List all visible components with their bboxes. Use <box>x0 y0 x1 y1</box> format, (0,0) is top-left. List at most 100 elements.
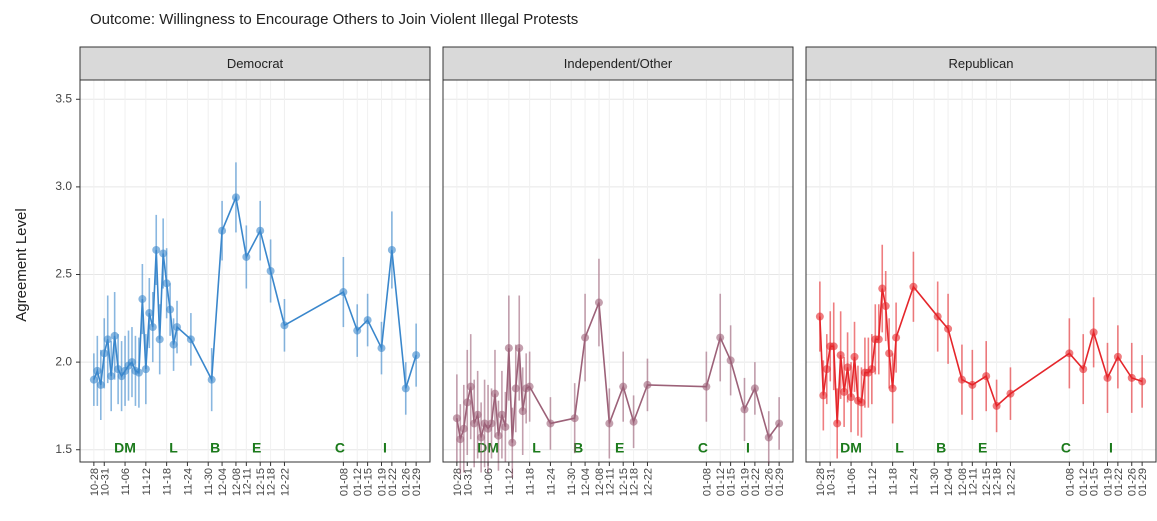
point <box>847 393 856 402</box>
x-tick-label: 01-15 <box>1089 468 1101 496</box>
x-tick-label: 01-22 <box>387 468 399 496</box>
x-tick-label: 12-15 <box>981 468 993 496</box>
point <box>490 389 499 398</box>
point <box>594 298 603 307</box>
point <box>387 245 396 254</box>
point <box>619 382 628 391</box>
point <box>1079 365 1088 374</box>
point <box>100 349 109 358</box>
event-label: DM <box>114 440 136 456</box>
series-line <box>819 285 1143 424</box>
point <box>148 323 157 332</box>
x-tick-label: 11-24 <box>545 468 557 495</box>
point <box>833 419 842 428</box>
x-tick-label: 11-12 <box>867 468 879 495</box>
x-tick-label: 01-26 <box>764 468 776 496</box>
y-tick-label: 3.5 <box>55 91 72 105</box>
x-tick-label: 12-15 <box>255 468 267 496</box>
point <box>874 335 883 344</box>
point <box>152 245 161 254</box>
x-tick-label: 12-04 <box>943 468 955 496</box>
point <box>186 335 195 344</box>
point <box>888 384 897 393</box>
point <box>944 324 953 333</box>
event-label: C <box>335 440 345 456</box>
point <box>957 375 966 384</box>
x-tick-label: 11-30 <box>566 468 578 495</box>
x-tick-label: 01-19 <box>376 468 388 496</box>
point <box>909 282 918 291</box>
x-tick-label: 01-12 <box>715 468 727 496</box>
point <box>114 365 123 374</box>
x-tick-label: 01-19 <box>1102 468 1114 496</box>
point <box>401 384 410 393</box>
point <box>968 380 977 389</box>
point <box>145 309 154 318</box>
x-tick-label: 11-06 <box>120 468 132 495</box>
point <box>518 407 527 416</box>
point <box>110 331 119 340</box>
event-label: B <box>210 440 220 456</box>
plot-border <box>805 79 1157 463</box>
x-tick-label: 01-22 <box>1113 468 1125 496</box>
point <box>857 398 866 407</box>
point <box>764 433 773 442</box>
event-label: I <box>1109 440 1113 456</box>
point <box>96 380 105 389</box>
x-tick-label: 11-06 <box>483 468 495 495</box>
point <box>878 284 887 293</box>
x-tick-label: 11-12 <box>141 468 153 495</box>
point <box>162 279 171 288</box>
point <box>107 372 116 381</box>
point <box>473 410 482 419</box>
point <box>1138 377 1147 386</box>
x-tick-label: 01-29 <box>774 468 786 496</box>
event-label: I <box>383 440 387 456</box>
point <box>829 342 838 351</box>
point <box>412 351 421 360</box>
y-tick-label: 2.5 <box>55 267 72 281</box>
point <box>127 358 136 367</box>
event-label: C <box>698 440 708 456</box>
x-tick-label: 12-22 <box>642 468 654 496</box>
point <box>452 414 461 423</box>
point <box>750 384 759 393</box>
x-tick-label: 11-24 <box>182 468 194 495</box>
x-tick-label: 11-24 <box>908 468 920 495</box>
point <box>702 382 711 391</box>
point <box>463 398 472 407</box>
point <box>89 375 98 384</box>
point <box>207 375 216 384</box>
point <box>867 365 876 374</box>
point <box>515 344 524 353</box>
x-tick-label: 10-31 <box>825 468 837 496</box>
point <box>546 419 555 428</box>
strip <box>805 46 1157 81</box>
point <box>840 387 849 396</box>
point <box>726 356 735 365</box>
point <box>511 384 520 393</box>
panel-title: Republican <box>948 56 1013 71</box>
plot-border <box>79 79 431 463</box>
x-tick-label: 10-28 <box>452 468 464 496</box>
point <box>992 401 1001 410</box>
x-tick-label: 11-18 <box>525 468 537 495</box>
y-tick-label: 1.5 <box>55 442 72 456</box>
plot-border <box>442 79 794 463</box>
point <box>173 323 182 332</box>
y-tick-label: 3.0 <box>55 179 72 193</box>
point <box>169 340 178 349</box>
y-axis-label: Agreement Level <box>13 208 30 321</box>
event-label: B <box>573 440 583 456</box>
x-tick-label: 10-31 <box>462 468 474 496</box>
x-tick-label: 12-22 <box>279 468 291 496</box>
point <box>363 316 372 325</box>
point <box>819 391 828 400</box>
point <box>716 333 725 342</box>
x-tick-label: 11-30 <box>203 468 215 495</box>
x-tick-label: 01-19 <box>739 468 751 496</box>
point <box>508 438 517 447</box>
point <box>353 326 362 335</box>
x-tick-label: 12-18 <box>266 468 278 496</box>
point <box>134 368 143 377</box>
